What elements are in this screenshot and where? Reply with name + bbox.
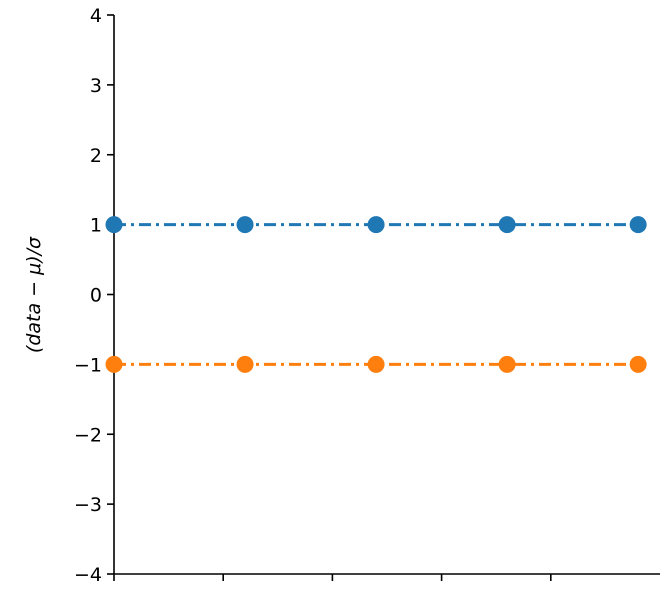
series-1-point bbox=[498, 216, 516, 234]
y-axis-label: (data − μ)/σ bbox=[23, 236, 45, 353]
y-tick-label: 1 bbox=[90, 215, 102, 237]
y-tick-label: 3 bbox=[90, 75, 102, 97]
series-1-point bbox=[629, 216, 647, 234]
y-tick-label: 0 bbox=[90, 285, 102, 307]
series-1-point bbox=[105, 216, 123, 234]
series-2-point bbox=[498, 355, 516, 373]
y-tick-label: 2 bbox=[90, 145, 102, 167]
series-2-point bbox=[629, 355, 647, 373]
y-tick-label: 4 bbox=[90, 5, 102, 27]
series-1-point bbox=[367, 216, 385, 234]
series-2-point bbox=[367, 355, 385, 373]
series-group bbox=[105, 216, 647, 373]
y-tick-label: −3 bbox=[74, 494, 102, 516]
axes: −4 −3 −2 −1 0 1 2 3 4 bbox=[74, 5, 660, 586]
series-2-point bbox=[236, 355, 254, 373]
y-tick-label: −2 bbox=[74, 424, 102, 446]
series-1-point bbox=[236, 216, 254, 234]
series-2-point bbox=[105, 355, 123, 373]
y-tick-label: −1 bbox=[74, 354, 102, 376]
y-tick-label: −4 bbox=[74, 564, 102, 586]
